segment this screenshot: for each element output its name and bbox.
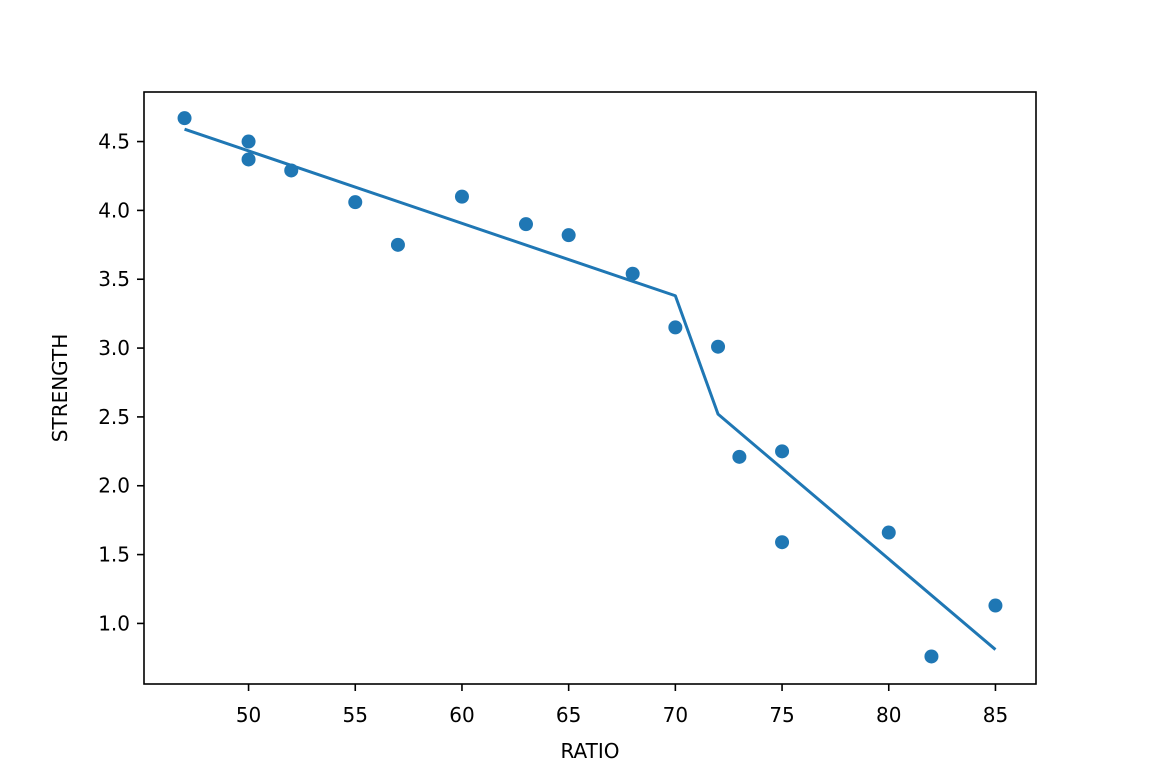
scatter-point [454, 189, 469, 204]
axes-frame [143, 91, 1037, 685]
y-tick-label: 3.0 [98, 336, 130, 360]
x-tick-label: 70 [663, 703, 688, 727]
scatter-point [625, 266, 640, 281]
x-tick-label: 65 [556, 703, 581, 727]
scatter-point [711, 339, 726, 354]
x-tick-label: 55 [343, 703, 368, 727]
y-tick-label: 4.0 [98, 198, 130, 222]
x-axis: 50 55 60 65 70 75 80 85 [236, 684, 1008, 727]
x-axis-title: RATIO [560, 739, 619, 763]
y-axis-title: STRENGTH [48, 334, 72, 442]
y-axis: 1.0 1.5 2.0 2.5 3.0 3.5 4.0 4.5 [98, 130, 144, 635]
scatter-point [177, 111, 192, 126]
x-tick-label: 85 [983, 703, 1008, 727]
x-tick-label: 75 [769, 703, 794, 727]
x-tick-label: 60 [449, 703, 474, 727]
scatter-point [775, 444, 790, 459]
x-tick-label: 50 [236, 703, 261, 727]
scatter-point [881, 525, 896, 540]
y-tick-label: 2.5 [98, 405, 130, 429]
scatter-point [241, 134, 256, 149]
x-tick-label: 80 [876, 703, 901, 727]
scatter-point [390, 237, 405, 252]
y-tick-label: 3.5 [98, 267, 130, 291]
scatter-point [561, 228, 576, 243]
scatter-point [348, 195, 363, 210]
plot-area [177, 111, 1003, 664]
y-tick-label: 1.5 [98, 543, 130, 567]
scatter-point [924, 649, 939, 664]
scatter-point [668, 320, 683, 335]
scatter-point [988, 598, 1003, 613]
scatter-point [732, 449, 747, 464]
scatter-point [241, 152, 256, 167]
scatter-point [284, 163, 299, 178]
fit-line [184, 127, 997, 651]
scatter-point [518, 217, 533, 232]
y-tick-label: 2.0 [98, 474, 130, 498]
y-tick-label: 1.0 [98, 611, 130, 635]
y-tick-label: 4.5 [98, 130, 130, 154]
scatter-point [775, 535, 790, 550]
